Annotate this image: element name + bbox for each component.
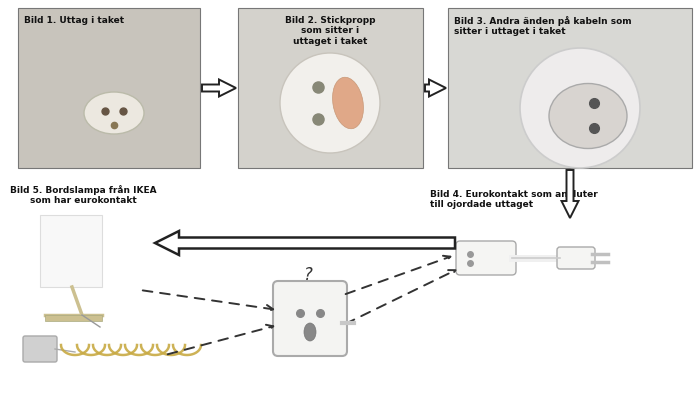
Ellipse shape [84, 92, 144, 134]
Text: Bild 3. Andra änden på kabeln som
sitter i uttaget i taket: Bild 3. Andra änden på kabeln som sitter… [454, 16, 631, 36]
FancyArrow shape [561, 170, 578, 218]
FancyArrow shape [155, 231, 455, 255]
Text: Bild 2. Stickpropp
som sitter i
uttaget i taket: Bild 2. Stickpropp som sitter i uttaget … [285, 16, 375, 46]
Bar [238, 8, 423, 168]
Bar [18, 8, 200, 168]
Bar [448, 8, 692, 168]
Text: ?: ? [304, 266, 312, 284]
FancyBboxPatch shape [23, 336, 57, 362]
Text: Bild 4. Eurokontakt som ansluter
till ojordade uttaget: Bild 4. Eurokontakt som ansluter till oj… [430, 190, 598, 209]
Bar [45, 315, 102, 321]
Circle shape [280, 53, 380, 153]
FancyArrow shape [202, 80, 236, 97]
FancyBboxPatch shape [557, 247, 595, 269]
Ellipse shape [304, 323, 316, 341]
FancyBboxPatch shape [273, 281, 347, 356]
Ellipse shape [332, 77, 363, 129]
Text: Bild 5. Bordslampa från IKEA
som har eurokontakt: Bild 5. Bordslampa från IKEA som har eur… [10, 185, 156, 205]
Ellipse shape [549, 84, 627, 149]
FancyArrow shape [425, 80, 446, 97]
Circle shape [520, 48, 640, 168]
Text: Bild 1. Uttag i taket: Bild 1. Uttag i taket [24, 16, 124, 25]
FancyBboxPatch shape [456, 241, 516, 275]
Bar [40, 215, 102, 287]
